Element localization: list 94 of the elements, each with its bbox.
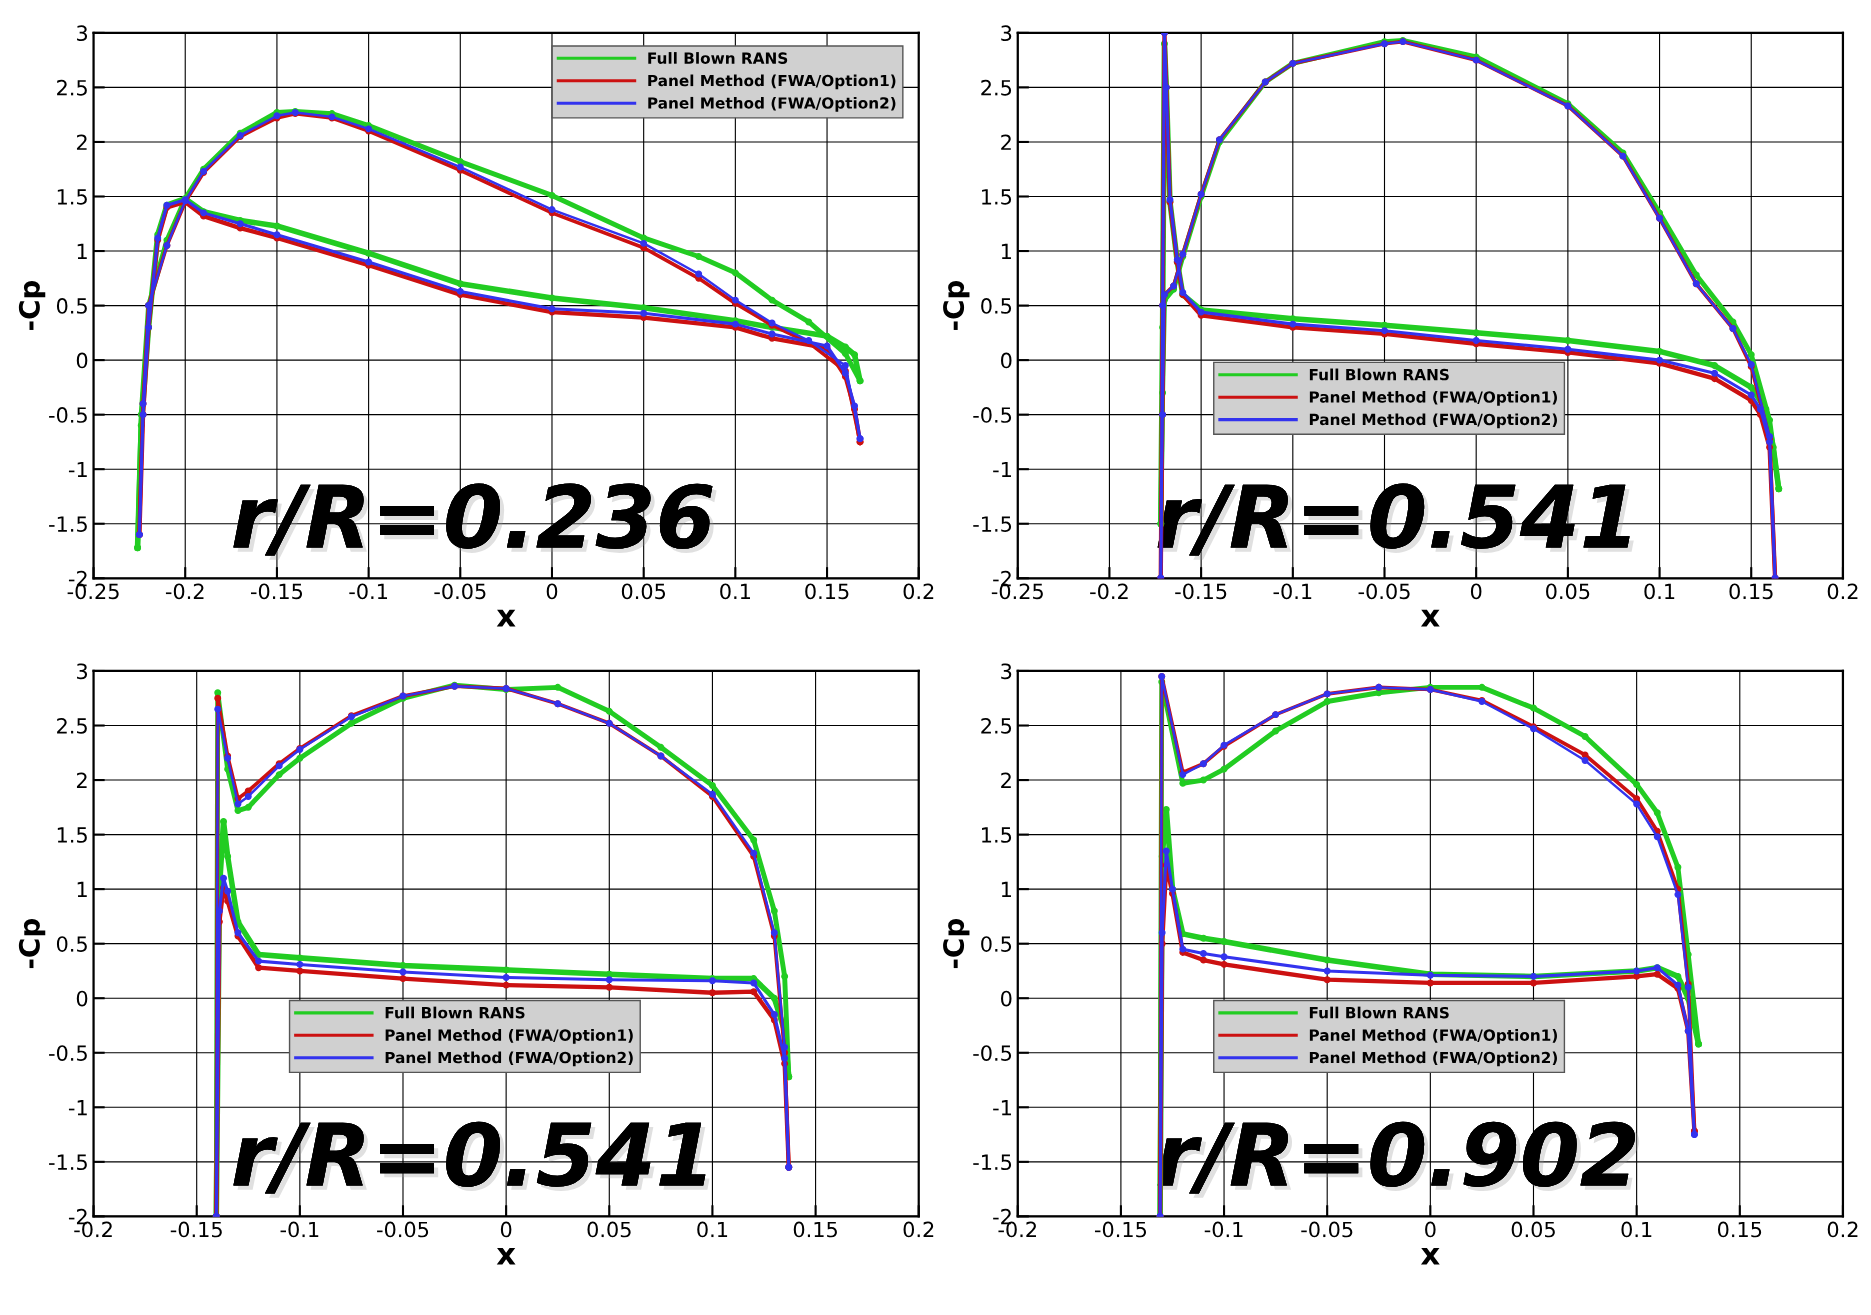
x-tick-label: -0.05 — [1301, 1221, 1353, 1238]
x-tick-label: -0.05 — [1358, 583, 1410, 600]
y-tick-label: -1 — [68, 461, 87, 478]
y-tick-label: -1 — [993, 1100, 1011, 1116]
x-tick-label: 0.05 — [1511, 1221, 1555, 1238]
x-tick-label: 0 — [1470, 583, 1482, 600]
x-tick-label: 0.05 — [1546, 583, 1590, 600]
y-tick-label: 3 — [77, 25, 88, 42]
legend-label: Full Blown RANS — [648, 52, 788, 64]
y-tick-label: 1 — [1001, 881, 1011, 898]
legend-label: Panel Method (FWA/Option2) — [648, 96, 896, 112]
y-tick-label: 0 — [1001, 352, 1012, 369]
y-tick-label: -0.5 — [49, 407, 87, 423]
x-tick-label: -0.1 — [1273, 583, 1312, 600]
legend-label: Panel Method (FWA/Option1) — [648, 74, 896, 90]
y-tick-label: 0.5 — [981, 936, 1012, 952]
x-tick-label: -0.15 — [170, 1221, 222, 1238]
x-tick-label: -0.15 — [1175, 583, 1227, 600]
legend-label: Panel Method (FWA/Option1) — [1309, 390, 1557, 406]
y-tick-label: 0 — [1001, 990, 1012, 1007]
x-tick-label: 0.15 — [805, 583, 849, 600]
x-tick-label: 0.15 — [1729, 583, 1773, 600]
y-tick-label: -1.5 — [49, 516, 87, 532]
y-tick-label: 1 — [77, 243, 87, 259]
y-axis-title: -Cp — [943, 919, 970, 969]
y-axis-title: -Cp — [943, 280, 970, 330]
y-tick-label: -1 — [68, 1100, 87, 1116]
x-tick-label: 0.1 — [1621, 1221, 1652, 1238]
y-tick-label: 2 — [76, 134, 87, 150]
y-tick-label: 0.5 — [56, 298, 87, 314]
x-tick-label: -0.15 — [250, 583, 303, 600]
x-tick-label: 0 — [500, 1221, 512, 1238]
y-tick-label: -0.5 — [49, 1045, 87, 1061]
y-tick-label: 1.5 — [57, 189, 87, 205]
x-tick-label: -0.1 — [1204, 1221, 1243, 1238]
y-axis-title: -Cp — [18, 919, 46, 969]
legend-label: Panel Method (FWA/Option2) — [1309, 1051, 1557, 1067]
x-tick-label: 0.1 — [1644, 583, 1675, 600]
y-tick-label: 0 — [76, 990, 88, 1007]
y-tick-label: 1.5 — [982, 827, 1012, 843]
y-tick-label: 1.5 — [57, 827, 87, 843]
x-tick-label: 0 — [546, 583, 558, 600]
x-tick-label: 0.2 — [1827, 583, 1858, 600]
y-tick-label: -0.5 — [973, 1045, 1012, 1061]
x-axis-title: x — [496, 609, 516, 627]
x-tick-label: -0.15 — [1094, 1221, 1147, 1238]
y-tick-label: -0.5 — [973, 407, 1012, 423]
x-tick-label: -0.05 — [434, 583, 486, 600]
y-tick-label: 2 — [1001, 772, 1011, 788]
x-axis-title: x — [1420, 609, 1440, 627]
x-tick-label: 0.2 — [1827, 1221, 1858, 1238]
x-tick-label: -0.2 — [1090, 583, 1128, 600]
y-tick-label: -1.5 — [49, 1154, 87, 1171]
y-tick-label: 2.5 — [981, 79, 1012, 96]
y-tick-label: 2 — [76, 772, 87, 788]
y-tick-label: 1.5 — [982, 189, 1012, 205]
x-tick-label: 0.2 — [903, 1221, 934, 1238]
y-tick-label: 0.5 — [56, 936, 87, 952]
y-tick-label: 3 — [77, 663, 88, 680]
x-tick-label: -0.1 — [349, 583, 388, 600]
y-tick-label: 2.5 — [57, 717, 87, 734]
y-tick-label: 2.5 — [57, 79, 87, 96]
y-tick-label: 3 — [1001, 663, 1012, 680]
y-tick-label: -1.5 — [973, 516, 1012, 532]
legend-label: Full Blown RANS — [1309, 1006, 1449, 1019]
x-tick-label: 0.2 — [903, 583, 934, 600]
legend-label: Panel Method (FWA/Option1) — [385, 1029, 633, 1044]
x-tick-label: 0.15 — [793, 1221, 837, 1238]
x-tick-label: -0.1 — [280, 1221, 319, 1238]
x-axis-title: x — [496, 1247, 516, 1265]
y-axis-title: -Cp — [18, 280, 46, 330]
y-tick-label: 2 — [1001, 134, 1011, 150]
x-tick-label: 0.05 — [621, 583, 666, 600]
x-axis-title: x — [1420, 1247, 1440, 1265]
legend-label: Full Blown RANS — [385, 1006, 525, 1019]
y-tick-label: 1 — [77, 881, 87, 898]
y-tick-label: 0 — [76, 352, 88, 369]
x-tick-label: 0.1 — [697, 1221, 728, 1238]
y-tick-label: 3 — [1001, 25, 1012, 42]
y-tick-label: -1.5 — [973, 1154, 1012, 1171]
y-tick-label: 2.5 — [981, 717, 1012, 734]
x-tick-label: 0.1 — [720, 583, 750, 600]
legend-label: Full Blown RANS — [1309, 368, 1449, 381]
x-tick-label: -0.05 — [377, 1221, 429, 1238]
x-tick-label: 0 — [1425, 1221, 1436, 1238]
legend-label: Panel Method (FWA/Option2) — [385, 1051, 633, 1067]
legend-label: Panel Method (FWA/Option1) — [1309, 1029, 1557, 1044]
y-tick-label: -1 — [993, 461, 1011, 478]
y-tick-label: 1 — [1001, 243, 1011, 259]
legend-label: Panel Method (FWA/Option2) — [1309, 413, 1557, 429]
x-tick-label: -0.2 — [165, 583, 204, 600]
x-tick-label: 0.05 — [587, 1221, 631, 1238]
x-tick-label: 0.15 — [1717, 1221, 1762, 1238]
y-tick-label: 0.5 — [981, 298, 1012, 314]
